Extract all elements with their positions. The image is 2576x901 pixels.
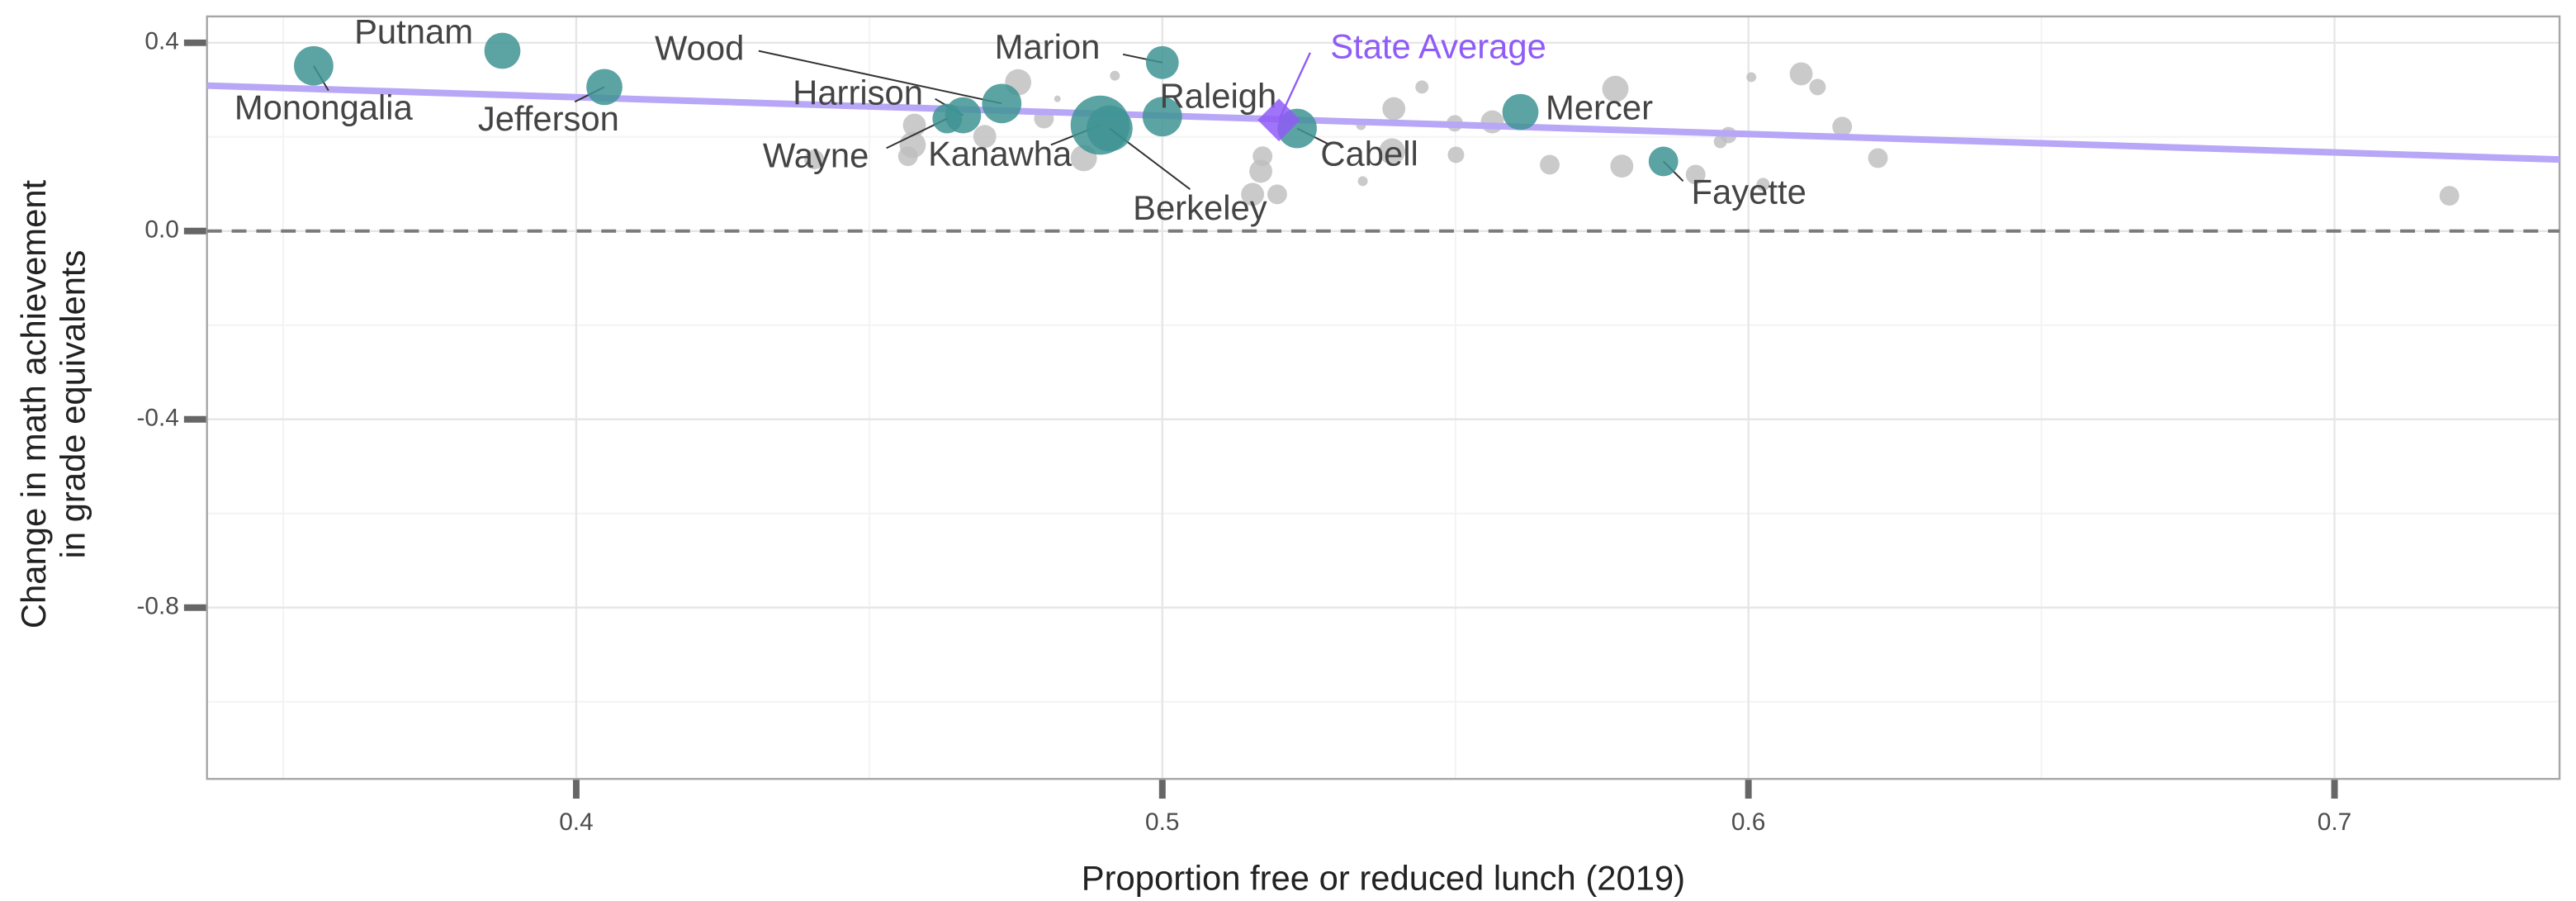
point [1809, 78, 1826, 96]
y-tick-label: 0.0 [144, 216, 178, 244]
point [1249, 159, 1272, 183]
point [1756, 178, 1770, 192]
x-tick-label: 0.4 [559, 809, 593, 836]
y-tick-label: -0.4 [136, 405, 178, 432]
point [1379, 138, 1405, 165]
point [1054, 95, 1061, 102]
x-tick-label: 0.7 [2318, 809, 2351, 836]
point-label: Berkeley [1133, 188, 1267, 227]
point [586, 69, 623, 106]
point-label: Raleigh [1160, 76, 1277, 115]
point [1415, 80, 1429, 94]
point-label: Mercer [1546, 88, 1653, 127]
point [1789, 62, 1813, 86]
y-tick-label: -0.8 [136, 593, 178, 620]
point [2439, 186, 2460, 206]
point [1685, 164, 1706, 185]
state-average-label: State Average [1330, 27, 1546, 66]
leader-line [758, 50, 1002, 105]
point-label: Wayne [763, 135, 869, 174]
point-label: Harrison [793, 74, 923, 112]
point-label: Monongalia [234, 88, 414, 126]
point [1447, 146, 1465, 164]
point [1241, 183, 1265, 206]
panel-border [206, 15, 2561, 780]
point [1357, 176, 1368, 187]
point [1713, 135, 1727, 149]
point [484, 32, 521, 69]
point-label: Wood [655, 29, 744, 68]
point [1382, 97, 1406, 121]
point [897, 146, 918, 167]
point [804, 149, 825, 170]
point [973, 125, 997, 149]
x-tick-label: 0.6 [1731, 809, 1765, 836]
point-label: Fayette [1692, 172, 1807, 211]
point-label: Kanawha [928, 134, 1073, 173]
point [1110, 70, 1120, 81]
point [1746, 72, 1757, 83]
point [1868, 148, 1888, 168]
point [294, 45, 334, 86]
point [1502, 93, 1539, 130]
point [982, 83, 1022, 124]
point [1610, 154, 1634, 178]
y-axis-label: in grade equivalents [54, 250, 92, 559]
point-label: Putnam [354, 12, 473, 51]
point [1832, 116, 1853, 137]
point [1087, 105, 1133, 152]
x-tick-label: 0.5 [1145, 809, 1179, 836]
y-axis-label: Change in math achievement [14, 179, 53, 628]
point [1602, 75, 1629, 102]
point [1540, 154, 1560, 175]
point [932, 103, 963, 134]
x-axis-label: Proportion free or reduced lunch (2019) [1082, 859, 1685, 898]
point-label: Jefferson [478, 99, 619, 138]
y-tick-label: 0.4 [144, 28, 178, 55]
point [1648, 146, 1679, 177]
point-label: Marion [995, 27, 1101, 66]
point [1145, 45, 1179, 79]
point-label: Cabell [1320, 134, 1418, 173]
point [1142, 97, 1182, 137]
point [1267, 184, 1287, 205]
point [1480, 110, 1504, 134]
